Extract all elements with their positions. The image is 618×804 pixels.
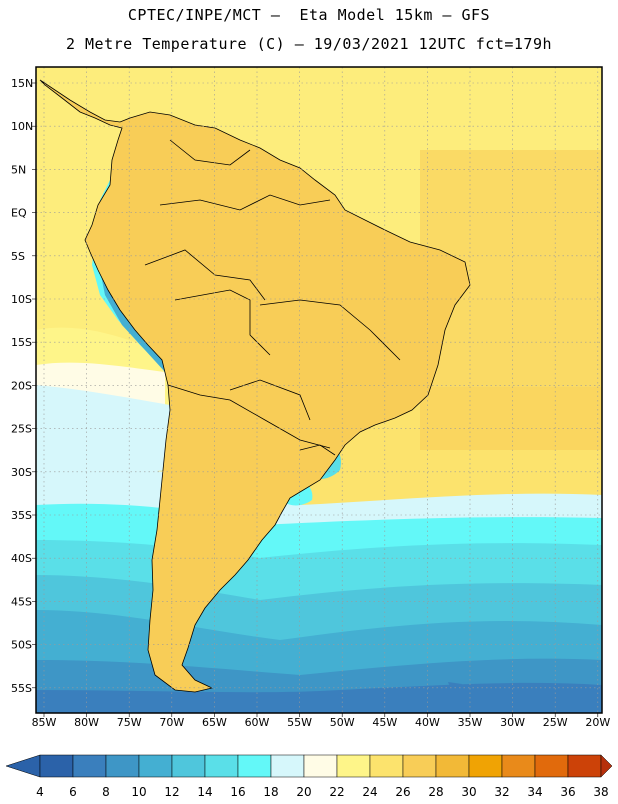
title-line-1: CPTEC/INPE/MCT – Eta Model 15km – GFS [127,6,491,24]
legend-swatch [369,754,404,778]
lon-label: 45W [372,716,397,729]
lat-label: 30S [11,466,32,479]
lon-label: 55W [287,716,312,729]
lon-label: 75W [117,716,142,729]
legend-swatch [237,754,272,778]
lon-label: 60W [245,716,270,729]
legend-swatch [303,754,338,778]
lat-label: EQ [11,207,27,220]
lat-label: 15N [11,77,33,90]
country-borders [39,79,471,693]
lat-label: 10N [11,120,33,133]
lat-label: 35S [11,509,32,522]
legend-label: 38 [593,785,608,799]
legend-swatch [534,754,569,778]
lat-label: 5S [11,250,25,263]
legend-label: 10 [131,785,146,799]
legend-swatch [204,754,239,778]
legend-swatch [402,754,437,778]
legend-label: 8 [102,785,110,799]
legend-label: 6 [69,785,77,799]
legend-label: 34 [527,785,542,799]
lat-label: 55S [11,682,32,695]
lat-label: 50S [11,639,32,652]
legend-label: 20 [296,785,311,799]
lon-label: 20W [585,716,610,729]
lat-label: 20S [11,379,32,392]
lat-label: 10S [11,293,32,306]
lon-label: 40W [415,716,440,729]
legend-swatch [270,754,305,778]
lon-label: 70W [159,716,184,729]
legend-label: 24 [362,785,377,799]
legend-swatch [105,754,140,778]
legend-label: 12 [164,785,179,799]
legend-swatch [468,754,503,778]
lat-label: 15S [11,336,32,349]
lon-label: 65W [202,716,227,729]
legend-arrow-low [5,754,41,778]
legend-swatch [171,754,206,778]
color-legend: 4 6 8 10 12 14 16 18 20 22 24 26 28 30 32 34 36 38 [5,754,613,799]
legend-swatch [435,754,470,778]
legend-label: 30 [461,785,476,799]
legend-label: 4 [36,785,44,799]
lon-label: 25W [543,716,568,729]
legend-label: 18 [263,785,278,799]
map-frame [35,66,603,714]
legend-label: 22 [329,785,344,799]
legend-swatch [39,754,74,778]
lon-label: 50W [330,716,355,729]
legend-swatch [567,754,602,778]
lon-label: 80W [74,716,99,729]
legend-label: 28 [428,785,443,799]
legend-label: 32 [494,785,509,799]
lon-label: 35W [458,716,483,729]
lat-label: 45S [11,595,32,608]
legend-label: 16 [230,785,245,799]
legend-swatch [72,754,107,778]
lat-label: 25S [11,423,32,436]
legend-label: 36 [560,785,575,799]
title-line-2: 2 Metre Temperature (C) – 19/03/2021 12U… [65,35,553,53]
lat-label: 5N [11,163,26,176]
lon-label: 85W [32,716,57,729]
legend-arrow-high [600,754,613,778]
lon-label: 30W [500,716,525,729]
legend-label: 26 [395,785,410,799]
legend-swatch [336,754,371,778]
legend-label: 14 [197,785,212,799]
lat-label: 40S [11,552,32,565]
legend-swatch [501,754,536,778]
legend-swatch [138,754,173,778]
